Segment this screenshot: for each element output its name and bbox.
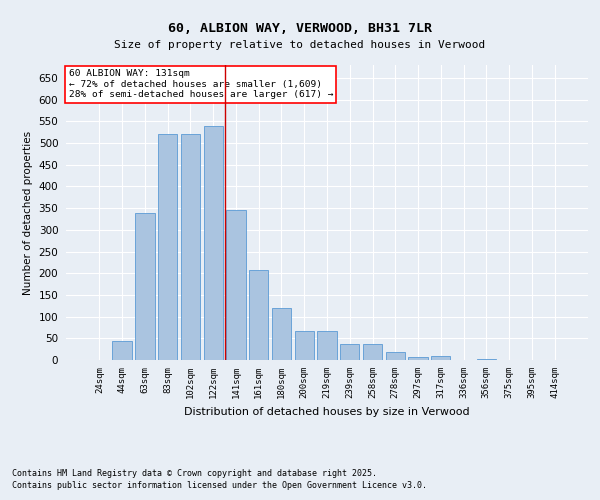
- Bar: [317, 330, 337, 360]
- Bar: [386, 352, 405, 360]
- Bar: [249, 270, 268, 360]
- Bar: [203, 126, 223, 360]
- Bar: [158, 134, 178, 360]
- Text: Contains public sector information licensed under the Open Government Licence v3: Contains public sector information licen…: [12, 481, 427, 490]
- Y-axis label: Number of detached properties: Number of detached properties: [23, 130, 33, 294]
- Text: 60, ALBION WAY, VERWOOD, BH31 7LR: 60, ALBION WAY, VERWOOD, BH31 7LR: [168, 22, 432, 36]
- Bar: [363, 344, 382, 360]
- Bar: [272, 308, 291, 360]
- Bar: [431, 356, 451, 360]
- Bar: [409, 357, 428, 360]
- Text: 60 ALBION WAY: 131sqm
← 72% of detached houses are smaller (1,609)
28% of semi-d: 60 ALBION WAY: 131sqm ← 72% of detached …: [68, 70, 333, 99]
- Bar: [340, 344, 359, 360]
- Bar: [181, 134, 200, 360]
- Bar: [135, 214, 155, 360]
- Text: Contains HM Land Registry data © Crown copyright and database right 2025.: Contains HM Land Registry data © Crown c…: [12, 468, 377, 477]
- Bar: [295, 330, 314, 360]
- X-axis label: Distribution of detached houses by size in Verwood: Distribution of detached houses by size …: [184, 407, 470, 417]
- Bar: [226, 210, 245, 360]
- Bar: [112, 341, 132, 360]
- Text: Size of property relative to detached houses in Verwood: Size of property relative to detached ho…: [115, 40, 485, 50]
- Bar: [476, 359, 496, 360]
